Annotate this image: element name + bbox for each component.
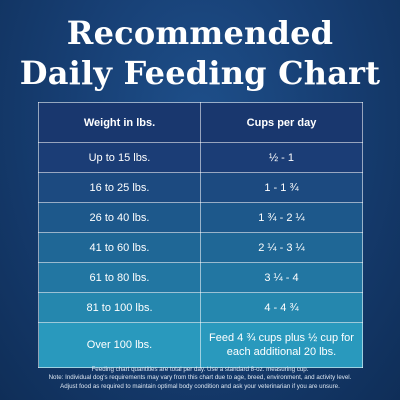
chart-title-line-2: Daily Feeding Chart xyxy=(19,54,381,92)
cups-cell: 1 - 1 ¾ xyxy=(200,172,363,203)
cups-cell: Feed 4 ¾ cups plus ½ cup for each additi… xyxy=(200,322,363,368)
table-header-row: Weight in lbs. Cups per day xyxy=(38,102,363,143)
weight-cell: 61 to 80 lbs. xyxy=(38,262,201,293)
table-row: Up to 15 lbs. ½ - 1 xyxy=(38,142,363,173)
weight-column-header: Weight in lbs. xyxy=(38,102,201,143)
footnote: Feeding chart quantities are total per d… xyxy=(0,366,400,391)
weight-cell: Over 100 lbs. xyxy=(38,322,201,368)
footnote-line-2: Note: Individual dog's requirements may … xyxy=(48,374,352,382)
weight-cell: 41 to 60 lbs. xyxy=(38,232,201,263)
cups-column-header: Cups per day xyxy=(200,102,363,143)
table-row: 61 to 80 lbs. 3 ¼ - 4 xyxy=(38,262,363,293)
footnote-line-3: Adjust food as required to maintain opti… xyxy=(60,382,340,390)
table-row: 26 to 40 lbs. 1 ¾ - 2 ¼ xyxy=(38,202,363,233)
footnote-line-1: Feeding chart quantities are total per d… xyxy=(91,366,309,373)
chart-title-line-1: Recommended xyxy=(66,14,334,52)
cups-cell: 3 ¼ - 4 xyxy=(200,262,363,293)
table-row: 16 to 25 lbs. 1 - 1 ¾ xyxy=(38,172,363,203)
cups-cell: 4 - 4 ¾ xyxy=(200,292,363,323)
cups-cell: ½ - 1 xyxy=(200,142,363,173)
cups-cell: 1 ¾ - 2 ¼ xyxy=(200,202,363,233)
table-row: 41 to 60 lbs. 2 ¼ - 3 ¼ xyxy=(38,232,363,263)
cups-cell: 2 ¼ - 3 ¼ xyxy=(200,232,363,263)
table-row: Over 100 lbs. Feed 4 ¾ cups plus ½ cup f… xyxy=(38,322,363,368)
table-row: 81 to 100 lbs. 4 - 4 ¾ xyxy=(38,292,363,323)
weight-cell: 26 to 40 lbs. xyxy=(38,202,201,233)
feeding-chart-table: Weight in lbs. Cups per day Up to 15 lbs… xyxy=(38,102,363,368)
weight-cell: 16 to 25 lbs. xyxy=(38,172,201,203)
weight-cell: 81 to 100 lbs. xyxy=(38,292,201,323)
weight-cell: Up to 15 lbs. xyxy=(38,142,201,173)
